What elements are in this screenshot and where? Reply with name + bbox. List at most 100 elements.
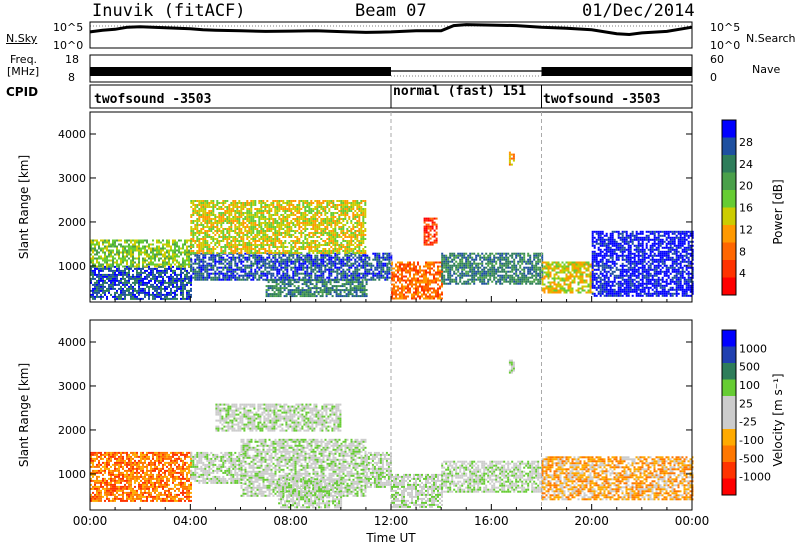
power-cell-3: [250, 230, 253, 232]
power-cell-5: [391, 277, 393, 280]
power-cell-3: [324, 242, 327, 244]
power-cell-2: [320, 274, 323, 277]
power-cell-3: [346, 250, 349, 252]
power-cell-0: [178, 287, 180, 290]
power-cell-3: [320, 222, 323, 224]
power-cell-3: [264, 222, 267, 224]
power-cell-1: [144, 239, 146, 242]
power-cell-2: [374, 272, 377, 275]
power-cell-2: [290, 258, 293, 261]
power-cell-7: [463, 274, 466, 277]
power-cell-2: [292, 262, 295, 265]
power-cell-2: [196, 270, 199, 273]
power-cell-5: [391, 295, 393, 298]
power-cell-2: [346, 256, 349, 259]
power-cell-7: [483, 276, 486, 279]
power-cell-0: [172, 285, 174, 288]
power-cell-3: [362, 224, 365, 226]
power-cell-3: [294, 210, 297, 212]
power-cell-1: [158, 239, 160, 242]
power-cell-2: [262, 258, 265, 261]
power-cell-3: [360, 230, 363, 232]
power-cell-3: [190, 220, 193, 222]
power-cell-0: [146, 281, 148, 284]
power-cell-1: [182, 263, 184, 266]
power-cell-3: [256, 250, 259, 252]
power-cell-7: [453, 278, 456, 281]
power-cell-3: [316, 224, 319, 226]
power-cell-2: [254, 274, 257, 277]
power-cell-2: [226, 266, 229, 269]
power-cell-0: [92, 289, 94, 292]
power-cell-0: [158, 281, 160, 284]
power-cell-3: [198, 218, 201, 220]
power-cell-3: [352, 244, 355, 246]
power-cell-2: [306, 260, 309, 263]
power-cell-3: [328, 244, 331, 246]
cpid-segment-1-id: -3503: [172, 92, 212, 107]
power-cell-3: [266, 238, 269, 240]
power-cell-3: [270, 252, 273, 254]
power-cell-3: [268, 244, 271, 246]
power-cell-4: [335, 291, 338, 294]
power-cell-3: [270, 208, 273, 210]
power-cell-2: [290, 260, 293, 263]
power-cell-3: [314, 200, 317, 202]
power-cell-2: [330, 272, 333, 275]
power-cell-3: [296, 230, 299, 232]
power-cell-2: [304, 270, 307, 273]
power-cell-3: [298, 246, 301, 248]
power-cell-0: [118, 269, 120, 272]
power-cell-3: [232, 236, 235, 238]
power-cell-0: [110, 273, 112, 276]
power-cell-0: [166, 271, 168, 274]
power-cell-2: [386, 274, 389, 277]
power-cell-2: [326, 262, 329, 265]
power-cell-3: [324, 220, 327, 222]
power-cell-3: [278, 208, 281, 210]
power-cell-0: [174, 289, 176, 292]
power-cell-0: [106, 275, 108, 278]
power-cell-3: [364, 252, 367, 254]
power-cell-3: [242, 204, 245, 206]
power-cell-3: [326, 204, 329, 206]
power-cell-3: [228, 218, 231, 220]
power-cell-5: [395, 265, 397, 268]
power-cell-0: [110, 285, 112, 288]
power-cell-2: [366, 256, 369, 259]
power-cell-6: [425, 239, 428, 242]
power-cell-0: [162, 293, 164, 296]
power-cell-2: [364, 266, 367, 269]
power-cell-3: [218, 240, 221, 242]
power-cell-2: [322, 256, 325, 259]
power-cell-3: [316, 250, 319, 252]
power-cell-0: [108, 277, 110, 280]
power-cell-1: [146, 251, 148, 254]
power-cell-3: [196, 246, 199, 248]
power-cell-7: [479, 276, 482, 279]
power-cell-3: [294, 230, 297, 232]
power-cell-3: [314, 232, 317, 234]
power-cell-3: [354, 216, 357, 218]
power-cell-2: [250, 262, 253, 265]
power-cell-3: [294, 208, 297, 210]
power-cell-0: [142, 289, 144, 292]
power-cell-3: [246, 216, 249, 218]
power-cell-4: [345, 281, 348, 284]
power-cell-2: [342, 270, 345, 273]
power-cell-4: [291, 293, 294, 296]
power-cell-3: [340, 226, 343, 228]
power-cell-2: [328, 260, 331, 263]
power-cell-5: [433, 289, 435, 292]
power-cell-3: [214, 230, 217, 232]
power-cell-5: [427, 267, 429, 270]
power-cell-1: [138, 263, 140, 266]
power-cell-1: [108, 245, 110, 248]
power-cell-0: [142, 287, 144, 290]
power-cell-3: [240, 202, 243, 204]
power-cell-4: [349, 289, 352, 292]
power-cell-5: [417, 279, 419, 282]
power-cell-4: [283, 283, 286, 286]
power-cell-3: [330, 238, 333, 240]
power-cell-7: [483, 282, 486, 285]
